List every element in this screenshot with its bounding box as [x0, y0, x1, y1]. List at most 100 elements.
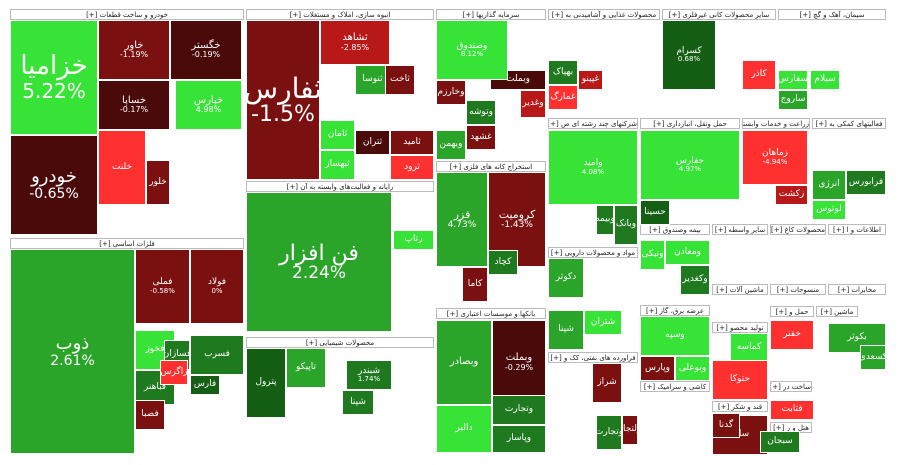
stock-tile[interactable]: ثنوسا: [355, 65, 390, 95]
stock-tile[interactable]: فصبا: [135, 400, 165, 430]
stock-tile[interactable]: خپارس 4.98%: [175, 80, 242, 130]
stock-tile[interactable]: شراز: [592, 363, 622, 403]
stock-tile[interactable]: کاما: [462, 267, 488, 302]
sector-title[interactable]: بانکها و موسسات اعتباری [+]: [436, 308, 546, 319]
stock-tile[interactable]: وخارزم: [436, 80, 466, 105]
stock-tile[interactable]: فارس: [190, 375, 220, 395]
sector-title[interactable]: زراعت و خدمات وابسته [+]: [742, 118, 810, 129]
sector-title[interactable]: سایر محصولات کانی غیرفلزی [+]: [662, 9, 776, 20]
sector-title[interactable]: رایانه و فعالیت‌های وابسته به آن [+]: [246, 181, 434, 192]
stock-tile[interactable]: وبهمن: [436, 130, 466, 160]
stock-tile[interactable]: سبجان: [760, 431, 800, 453]
stock-tile[interactable]: خلنت: [98, 130, 146, 205]
stock-tile[interactable]: لوتوس: [812, 200, 846, 220]
stock-tile[interactable]: وتجارت: [492, 395, 546, 425]
sector-title[interactable]: ساخت در [+]: [770, 381, 812, 392]
stock-tile[interactable]: وسپه: [640, 316, 710, 356]
stock-tile[interactable]: خاور -1.19%: [98, 20, 170, 80]
sector-title[interactable]: حمل ونقل، انبارداری [+]: [640, 118, 740, 129]
stock-tile[interactable]: وکغدیر: [680, 265, 710, 295]
sector-title[interactable]: حمل و [+]: [770, 306, 814, 317]
sector-title[interactable]: محصولات شیمیایی [+]: [246, 337, 434, 348]
sector-title[interactable]: انبوه سازی، املاک و مستغلات [+]: [246, 9, 434, 20]
stock-tile[interactable]: شپنا: [342, 390, 374, 415]
sector-title[interactable]: مخابرات [+]: [828, 284, 886, 295]
stock-tile[interactable]: ساروج: [778, 90, 808, 110]
stock-tile[interactable]: وپارس: [640, 356, 675, 381]
sector-title[interactable]: بیمه وصندوق [+]: [640, 224, 710, 235]
stock-tile[interactable]: خگستر -0.19%: [170, 20, 242, 80]
stock-tile[interactable]: ثامید: [390, 130, 434, 155]
stock-tile[interactable]: ولتجار: [622, 415, 638, 445]
sector-title[interactable]: قند و شکر [+]: [712, 401, 768, 412]
sector-title[interactable]: سیمان، آهک و گچ [+]: [778, 9, 886, 20]
stock-tile[interactable]: وبصادر: [436, 320, 492, 405]
stock-tile[interactable]: غمارگ: [548, 85, 578, 110]
sector-title[interactable]: محصولات کاغ [+]: [770, 224, 826, 235]
stock-tile[interactable]: شتران: [584, 310, 622, 335]
stock-tile[interactable]: شبندر 1.74%: [346, 360, 392, 390]
sector-title[interactable]: فراورده های نفتی، کک و [+]: [548, 352, 638, 363]
stock-tile[interactable]: وتوشه: [466, 100, 496, 125]
sector-title[interactable]: تولید محصو [+]: [712, 322, 768, 333]
stock-tile[interactable]: وبملت -0.29%: [492, 320, 546, 405]
stock-tile[interactable]: دکوثر: [548, 258, 584, 298]
stock-tile[interactable]: دالبر: [436, 405, 492, 453]
stock-tile[interactable]: انرژی: [812, 170, 846, 200]
stock-tile[interactable]: کسعدی: [860, 345, 886, 370]
stock-tile[interactable]: ثامان: [320, 120, 355, 150]
stock-tile[interactable]: سیلام: [810, 70, 840, 90]
sector-title[interactable]: ماشین آلات [+]: [712, 284, 768, 295]
sector-title[interactable]: منسوجات [+]: [770, 284, 826, 295]
stock-tile[interactable]: فزر 4.73%: [436, 172, 488, 267]
sector-title[interactable]: فلزات اساسی [+]: [10, 238, 244, 249]
stock-tile[interactable]: وبیمه: [596, 205, 614, 235]
stock-tile[interactable]: کسرام 0.68%: [662, 20, 716, 90]
sector-title[interactable]: فعالیتهای کمکی به [+]: [812, 118, 886, 129]
sector-title[interactable]: عرضه برق، گاز [+]: [640, 305, 710, 316]
stock-tile[interactable]: کچاد: [488, 250, 518, 275]
stock-tile[interactable]: غشهد: [466, 125, 496, 150]
stock-tile[interactable]: ثرود: [390, 155, 434, 180]
stock-tile[interactable]: ثشاهد -2.85%: [320, 20, 390, 65]
stock-tile[interactable]: بهپاک: [548, 60, 578, 85]
stock-tile[interactable]: خساپا -0.17%: [98, 80, 170, 130]
stock-tile[interactable]: حتوکا: [712, 360, 768, 400]
stock-tile[interactable]: وغدیر: [520, 90, 546, 118]
stock-tile[interactable]: وصندوق 8.12%: [436, 20, 508, 80]
stock-tile[interactable]: قثابت: [770, 400, 814, 420]
sector-title[interactable]: اطلاعات و ا [+]: [828, 224, 886, 235]
stock-tile[interactable]: زماهان -4.94%: [742, 130, 808, 185]
stock-tile[interactable]: زکشت: [775, 185, 808, 205]
stock-tile[interactable]: خودرو -0.65%: [10, 135, 98, 235]
stock-tile[interactable]: ثاخت: [385, 65, 415, 95]
stock-tile[interactable]: ذوب 2.61%: [10, 249, 135, 454]
stock-tile[interactable]: وپاسار: [492, 425, 546, 453]
sector-title[interactable]: سایر واسطه [+]: [712, 224, 768, 235]
stock-tile[interactable]: فملی -0.58%: [135, 249, 190, 324]
stock-tile[interactable]: کاذر: [742, 60, 776, 90]
stock-tile[interactable]: فن افزار 2.24%: [246, 192, 392, 332]
stock-tile[interactable]: شپنا: [548, 310, 584, 350]
stock-tile[interactable]: وتجارت: [596, 415, 622, 450]
sector-title[interactable]: محصولات غذایی و آشامیدنی به [+]: [548, 9, 660, 20]
stock-tile[interactable]: خلور: [146, 160, 170, 205]
stock-tile[interactable]: ثبهساز: [320, 150, 355, 180]
stock-tile[interactable]: فرابورس: [846, 170, 886, 195]
sector-title[interactable]: شرکتهای چند رشته ای ص [+]: [548, 118, 638, 129]
stock-tile[interactable]: وبانک: [614, 205, 638, 245]
sector-title[interactable]: کاشی و سرامیک [+]: [640, 381, 710, 392]
stock-tile[interactable]: ونیکی: [640, 240, 665, 270]
stock-tile[interactable]: سفارس: [778, 70, 808, 90]
sector-title[interactable]: استخراج کانه های فلزی [+]: [436, 161, 546, 172]
stock-tile[interactable]: گدنا: [712, 413, 740, 438]
stock-tile[interactable]: پترول: [246, 348, 286, 418]
stock-tile[interactable]: وامید 4.08%: [548, 130, 638, 205]
stock-tile[interactable]: فولاد 0%: [190, 249, 244, 324]
stock-tile[interactable]: رتاپ: [393, 230, 434, 250]
stock-tile[interactable]: وبوعلی: [675, 356, 710, 381]
stock-tile[interactable]: زاگرس: [160, 360, 188, 385]
stock-tile[interactable]: ثفارس -1.5%: [246, 20, 320, 180]
stock-tile[interactable]: حفارس 4.97%: [640, 130, 740, 200]
stock-tile[interactable]: حسینا: [640, 200, 670, 225]
